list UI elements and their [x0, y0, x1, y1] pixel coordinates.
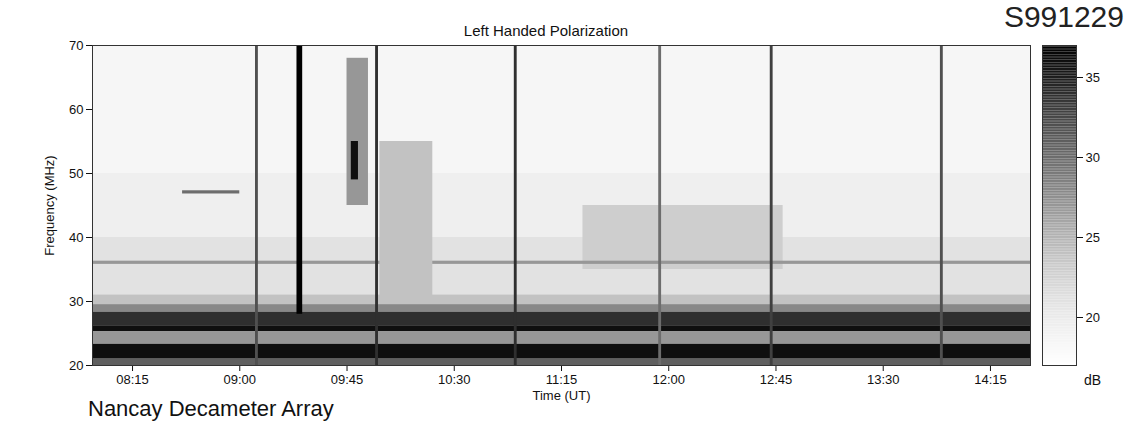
svg-text:30: 30 [1086, 150, 1100, 165]
html-text:Left Handed Polarization: Left Handed Polarization [463, 22, 629, 39]
svg-text:30: 30 [69, 294, 83, 309]
svg-text:60: 60 [69, 102, 83, 117]
svg-text:11:15: 11:15 [546, 372, 578, 387]
svg-text:20: 20 [1086, 310, 1100, 325]
svg-text:12:45: 12:45 [760, 372, 793, 387]
svg-text:20: 20 [69, 358, 83, 373]
html-text:dB: dB [1084, 372, 1102, 388]
svg-text:08:15: 08:15 [116, 372, 149, 387]
svg-text:13:30: 13:30 [867, 372, 900, 387]
svg-text:12:00: 12:00 [652, 372, 685, 387]
svg-text:70: 70 [69, 38, 83, 53]
svg-text:35: 35 [1086, 70, 1100, 85]
svg-text:10:30: 10:30 [438, 372, 471, 387]
svg-text:Time (UT): Time (UT) [532, 388, 590, 403]
svg-text:25: 25 [1086, 230, 1100, 245]
html-text:S991229: S991229 [1003, 0, 1124, 33]
svg-text:Frequency (MHz): Frequency (MHz) [42, 155, 57, 255]
html-text:Nancay Decameter Array: Nancay Decameter Array [88, 396, 334, 421]
svg-text:40: 40 [69, 230, 83, 245]
svg-text:09:45: 09:45 [331, 372, 364, 387]
svg-text:14:15: 14:15 [974, 372, 1007, 387]
svg-text:50: 50 [69, 166, 83, 181]
svg-text:09:00: 09:00 [224, 372, 257, 387]
